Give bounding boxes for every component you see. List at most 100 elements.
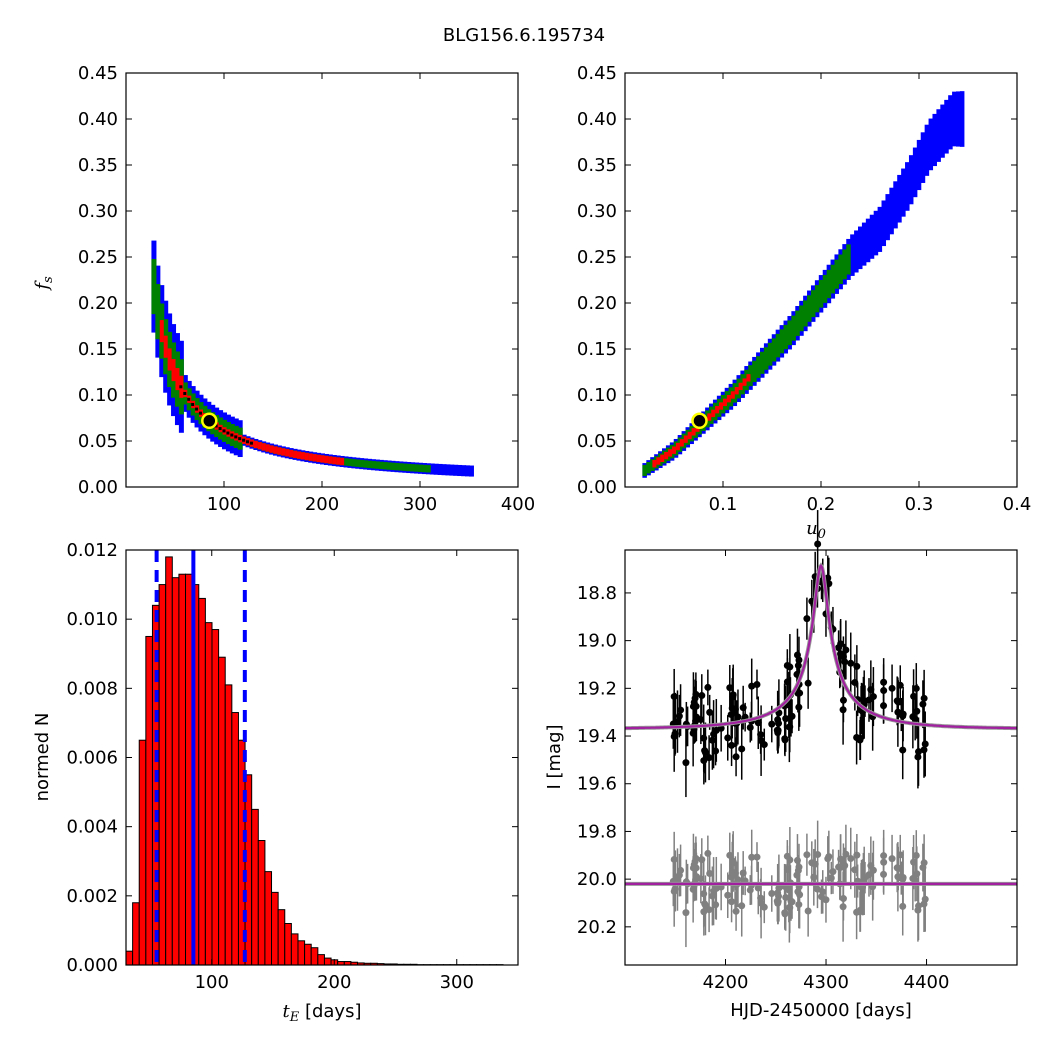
confidence-cell	[746, 374, 751, 382]
data-point	[839, 696, 847, 704]
data-point	[731, 705, 739, 713]
confidence-cell	[877, 206, 883, 252]
confidence-cell	[726, 395, 731, 403]
confidence-cell	[664, 451, 669, 460]
x-tick-label: 4300	[803, 972, 849, 993]
confidence-cell	[822, 274, 828, 303]
confidence-cell	[175, 368, 180, 391]
confidence-cell	[959, 91, 965, 147]
confidence-cell	[328, 456, 333, 464]
confidence-cell	[652, 460, 657, 468]
data-point	[842, 646, 850, 654]
confidence-cell	[214, 424, 218, 428]
residual-point	[712, 884, 720, 892]
confidence-cell	[390, 462, 396, 471]
confidence-cell	[308, 453, 313, 461]
histogram-bar	[304, 943, 312, 966]
confidence-cell	[771, 338, 777, 362]
residual-point	[841, 862, 849, 870]
confidence-cell	[304, 452, 309, 461]
confidence-cell	[183, 391, 187, 395]
data-point	[704, 683, 712, 691]
confidence-cell	[846, 244, 851, 275]
data-point	[869, 693, 877, 701]
confidence-cell	[285, 449, 290, 457]
residual-point	[867, 862, 875, 870]
data-point	[825, 580, 833, 588]
confidence-cell	[660, 454, 665, 462]
data-point	[746, 723, 754, 731]
fs-vs-u0-panel: 0.1 0.2 0.3 0.4 0.00 0.05 0.10 0.15 0.20 0.25 0.30…	[577, 63, 1031, 515]
data-point	[706, 708, 714, 716]
confidence-cell	[441, 464, 447, 476]
y-tick-label: 0.25	[78, 247, 118, 268]
confidence-cell	[646, 462, 651, 474]
confidence-cell	[928, 118, 934, 171]
confidence-cell	[269, 445, 274, 453]
residual-point	[727, 873, 735, 881]
confidence-cell	[683, 435, 688, 443]
confidence-cell	[668, 449, 673, 457]
residual-point	[698, 856, 706, 864]
histogram-bar	[204, 622, 213, 966]
confidence-cell	[672, 446, 676, 454]
residual-point	[673, 876, 681, 884]
histogram-bar	[257, 840, 266, 966]
x-tick-label: 300	[403, 494, 437, 515]
residual-point	[910, 858, 918, 866]
confidence-cell	[449, 464, 455, 476]
confidence-cell	[858, 226, 863, 270]
data-point	[734, 713, 742, 721]
data-point	[814, 540, 822, 548]
confidence-cell	[453, 464, 459, 476]
confidence-cell	[281, 448, 286, 456]
residual-point	[786, 856, 794, 864]
y-tick-label: 0.25	[577, 247, 617, 268]
data-point	[899, 746, 907, 754]
confidence-cell	[920, 132, 926, 183]
residual-point	[670, 887, 678, 895]
confidence-cell	[351, 459, 357, 467]
confidence-cell	[273, 446, 278, 454]
data-point	[803, 615, 811, 623]
best-fit-center	[696, 417, 703, 424]
histogram-bar	[317, 954, 325, 966]
data-point	[698, 692, 706, 700]
data-point	[754, 719, 762, 727]
residual-point	[786, 904, 794, 912]
confidence-cell	[908, 155, 914, 205]
histogram-bar	[310, 947, 319, 966]
x-tick-label: 400	[501, 494, 535, 515]
residual-point	[738, 902, 746, 910]
residual-point	[757, 899, 765, 907]
residual-point	[825, 853, 833, 861]
y-tick-label: 0.00	[577, 477, 617, 498]
residual-point	[754, 884, 762, 892]
fs-vs-tE-panel: 100 200 300 400 0.00 0.05 0.10 0.15 0.20 0.25 0.30…	[78, 63, 535, 515]
residual-point	[847, 854, 855, 862]
y-tick-label: 0.002	[66, 886, 118, 907]
confidence-cell	[783, 324, 789, 350]
confidence-cell	[779, 329, 785, 354]
confidence-cell	[711, 409, 716, 418]
residual-point	[880, 870, 888, 878]
confidence-cell	[414, 464, 420, 472]
data-point	[786, 663, 794, 671]
confidence-cell	[437, 463, 443, 475]
confidence-cell	[234, 435, 238, 439]
data-point	[673, 718, 681, 726]
data-point	[738, 745, 746, 753]
data-point	[920, 746, 928, 754]
confidence-cell	[355, 459, 361, 467]
residual-point	[813, 885, 821, 893]
confidence-cell	[320, 455, 325, 463]
confidence-cell	[151, 258, 157, 315]
data-point	[841, 658, 849, 666]
hjd-axis-label: HJD-2450000 [days]	[730, 1000, 912, 1021]
residual-point	[814, 851, 822, 859]
confidence-cell	[363, 460, 369, 468]
confidence-cell	[854, 230, 859, 273]
data-point	[804, 679, 812, 687]
y-tick-label: 0.15	[577, 339, 617, 360]
residual-point	[787, 897, 795, 905]
